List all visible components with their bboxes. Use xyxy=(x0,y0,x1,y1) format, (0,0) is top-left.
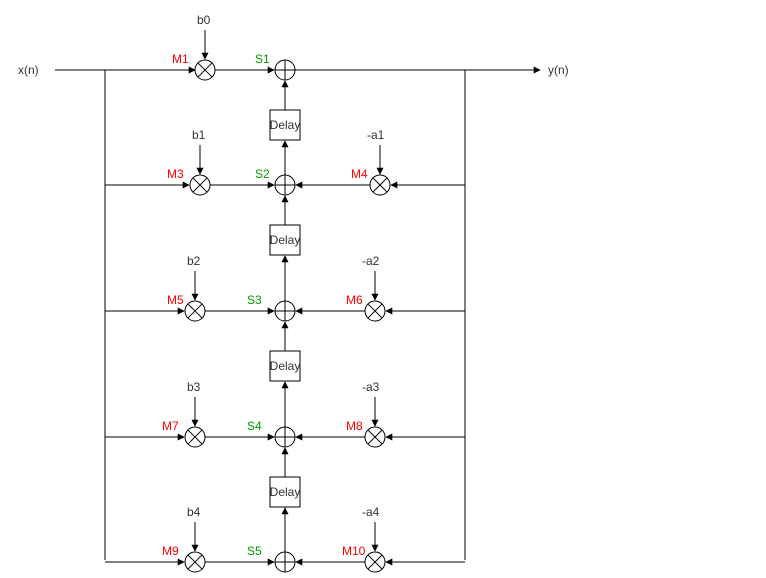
a-coefficient-label: -a2 xyxy=(362,254,380,268)
b-coefficient-label: b1 xyxy=(192,128,206,142)
b-coefficient-label: b3 xyxy=(187,380,201,394)
multiplier-a xyxy=(369,174,391,196)
multiplier-b xyxy=(184,300,206,322)
a-coefficient-label: -a1 xyxy=(367,128,385,142)
delay-label: Delay xyxy=(270,359,301,373)
delay-block: Delay xyxy=(269,109,301,141)
multiplier-b-label: M3 xyxy=(167,167,184,181)
adder xyxy=(274,426,296,448)
delay-label: Delay xyxy=(270,485,301,499)
multiplier-a-label: M10 xyxy=(342,544,366,558)
delay-block: Delay xyxy=(269,224,301,256)
output-signal-label: y(n) xyxy=(548,63,569,77)
delay-label: Delay xyxy=(270,233,301,247)
multiplier-b xyxy=(184,551,206,573)
adder-label: S4 xyxy=(247,419,262,433)
a-coefficient-label: -a4 xyxy=(362,505,380,519)
adder-label: S5 xyxy=(247,544,262,558)
b-coefficient-label: b2 xyxy=(187,254,201,268)
multiplier-b xyxy=(189,174,211,196)
adder-label: S3 xyxy=(247,293,262,307)
adder xyxy=(274,551,296,573)
adder xyxy=(274,300,296,322)
multiplier-b-label: M5 xyxy=(167,293,184,307)
b-coefficient-label: b0 xyxy=(197,13,211,27)
multiplier-b-label: M1 xyxy=(172,52,189,66)
a-coefficient-label: -a3 xyxy=(362,380,380,394)
multiplier-a-label: M4 xyxy=(351,167,368,181)
delay-block: Delay xyxy=(269,350,301,382)
multiplier-a-label: M8 xyxy=(346,419,363,433)
multiplier-a xyxy=(364,551,386,573)
multiplier-b-label: M7 xyxy=(162,419,179,433)
multiplier-a xyxy=(364,300,386,322)
multiplier-a xyxy=(364,426,386,448)
multiplier-b xyxy=(184,426,206,448)
filter-stages: b0 M1 S1 b1 M3 S2 -a1 M4 b2 M5 S3 -a2 M6 b3 M7 S4 -a3 M8 b… xyxy=(105,13,465,573)
input-signal-label: x(n) xyxy=(18,63,39,77)
adder-label: S1 xyxy=(255,52,270,66)
delay-block: Delay xyxy=(269,476,301,508)
delay-label: Delay xyxy=(270,118,301,132)
adder xyxy=(274,174,296,196)
multiplier-a-label: M6 xyxy=(346,293,363,307)
b-coefficient-label: b4 xyxy=(187,505,201,519)
adder xyxy=(274,59,296,81)
multiplier-b xyxy=(194,59,216,81)
multiplier-b-label: M9 xyxy=(162,544,179,558)
adder-label: S2 xyxy=(255,167,270,181)
